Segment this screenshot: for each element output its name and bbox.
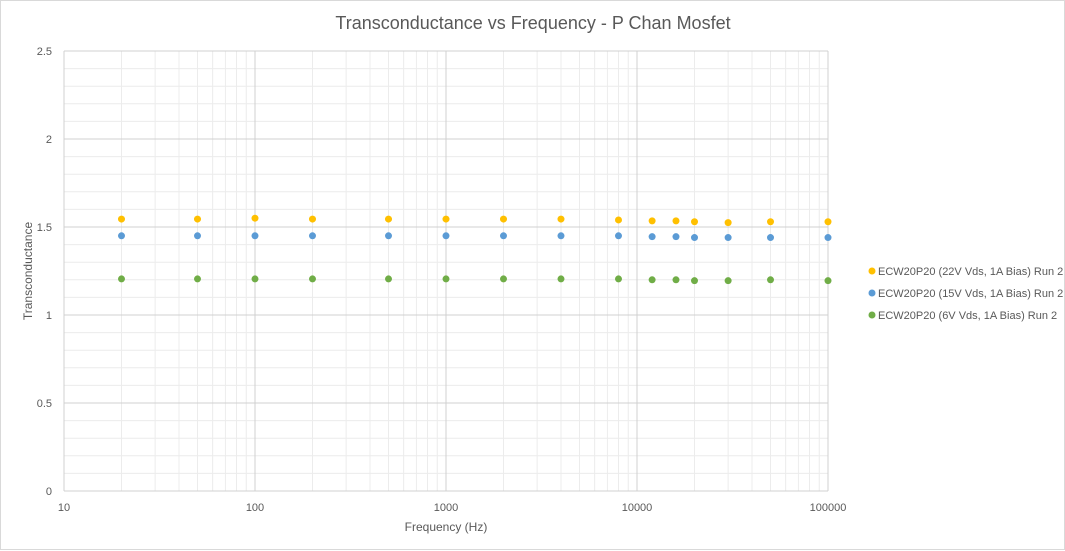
data-point-series-1: [194, 215, 202, 223]
legend-marker: [868, 311, 876, 319]
data-point-series-3: [442, 275, 450, 283]
data-point-series-3: [251, 275, 259, 283]
legend-label: ECW20P20 (22V Vds, 1A Bias) Run 2: [878, 266, 1063, 278]
y-tick-label: 0: [46, 486, 52, 498]
data-point-series-3: [690, 277, 698, 285]
data-point-series-2: [251, 232, 259, 240]
data-point-series-3: [557, 275, 565, 283]
data-point-series-2: [194, 232, 202, 240]
data-point-series-1: [724, 219, 732, 227]
data-point-series-1: [251, 214, 259, 222]
legend-marker: [868, 267, 876, 275]
tick-labels: 10 100 1000 10000 100000 0 0.5 1 1.5 2 2.5: [37, 46, 847, 514]
data-point-series-3: [648, 276, 656, 284]
data-point-series-2: [385, 232, 393, 240]
data-point-series-1: [385, 215, 393, 223]
data-point-series-2: [824, 234, 832, 242]
data-point-series-2: [117, 232, 125, 240]
legend-label: ECW20P20 (15V Vds, 1A Bias) Run 2: [878, 288, 1063, 300]
data-point-series-1: [557, 215, 565, 223]
chart-title: Transconductance vs Frequency - P Chan M…: [335, 13, 730, 33]
data-point-series-2: [308, 232, 316, 240]
data-point-series-1: [308, 215, 316, 223]
data-point-series-1: [824, 218, 832, 226]
data-point-series-3: [767, 276, 775, 284]
x-tick-label: 10000: [622, 502, 653, 514]
x-axis-title: Frequency (Hz): [405, 520, 488, 534]
legend: ECW20P20 (22V Vds, 1A Bias) Run 2 ECW20P2…: [868, 266, 1063, 322]
data-point-series-1: [499, 215, 507, 223]
data-point-series-3: [672, 276, 680, 284]
y-tick-label: 1: [46, 310, 52, 322]
data-point-series-1: [614, 216, 622, 224]
x-tick-label: 10: [58, 502, 70, 514]
x-tick-label: 1000: [434, 502, 458, 514]
data-point-series-1: [442, 215, 450, 223]
data-point-series-3: [499, 275, 507, 283]
data-point-series-2: [767, 234, 775, 242]
data-point-series-2: [442, 232, 450, 240]
data-points: [117, 214, 832, 285]
data-point-series-1: [767, 218, 775, 226]
legend-label: ECW20P20 (6V Vds, 1A Bias) Run 2: [878, 310, 1057, 322]
data-point-series-3: [385, 275, 393, 283]
data-point-series-2: [557, 232, 565, 240]
data-point-series-3: [824, 277, 832, 285]
legend-marker: [868, 289, 876, 297]
data-point-series-1: [648, 217, 656, 225]
data-point-series-2: [724, 234, 732, 242]
data-point-series-1: [690, 218, 698, 226]
y-tick-label: 1.5: [37, 222, 52, 234]
y-tick-label: 2.5: [37, 46, 52, 58]
x-tick-label: 100000: [810, 502, 847, 514]
data-point-series-2: [690, 234, 698, 242]
data-point-series-3: [614, 275, 622, 283]
data-point-series-3: [194, 275, 202, 283]
y-tick-label: 2: [46, 134, 52, 146]
data-point-series-2: [672, 233, 680, 241]
y-tick-label: 0.5: [37, 398, 52, 410]
data-point-series-3: [117, 275, 125, 283]
y-axis-title: Transconductance: [21, 222, 35, 321]
data-point-series-3: [308, 275, 316, 283]
data-point-series-2: [648, 233, 656, 241]
x-tick-label: 100: [246, 502, 264, 514]
data-point-series-2: [614, 232, 622, 240]
data-point-series-1: [117, 215, 125, 223]
gridlines: [63, 50, 829, 492]
data-point-series-3: [724, 277, 732, 285]
data-point-series-1: [672, 217, 680, 225]
data-point-series-2: [499, 232, 507, 240]
